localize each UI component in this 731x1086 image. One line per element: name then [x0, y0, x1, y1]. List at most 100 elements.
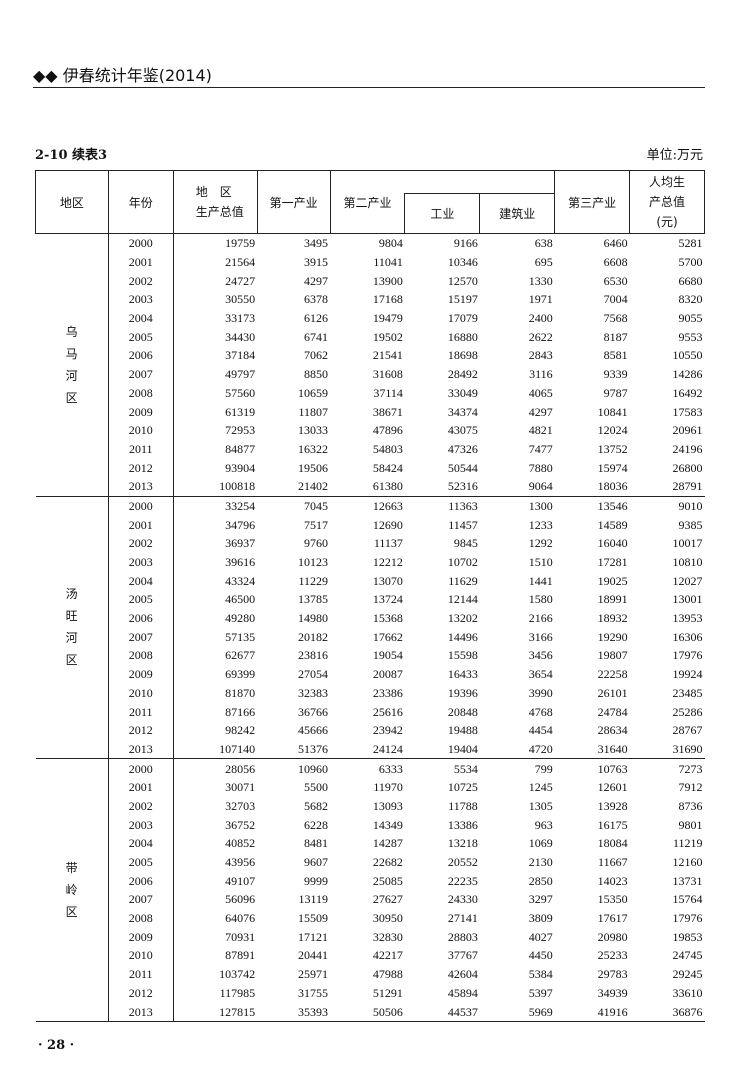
cell-industry: 14496 [447, 629, 478, 644]
cell-year: 2011 [107, 439, 174, 459]
table-row: 2006 49280 14980 15368 13202 2166 18932 13953 [36, 608, 705, 628]
col-header-secondary-span [404, 169, 556, 194]
cell-industry: 28492 [447, 367, 478, 382]
cell-year: 2008 [107, 383, 174, 403]
cell-primary: 10960 [298, 761, 329, 776]
cell-construction: 5384 [528, 967, 553, 982]
table-row: 2004 43324 11229 13070 11629 1441 19025 12027 [36, 571, 705, 591]
cell-tertiary: 28634 [597, 723, 628, 738]
cell-tertiary: 19807 [597, 648, 628, 663]
cell-gdp: 36752 [225, 817, 256, 832]
cell-secondary: 47988 [372, 967, 403, 982]
cell-secondary: 38671 [372, 404, 403, 419]
cell-industry: 9166 [453, 236, 478, 251]
cell-tertiary: 17617 [597, 911, 628, 926]
table-row: 2011 84877 16322 54803 47326 7477 13752 24196 [36, 439, 705, 459]
cell-per-capita: 29245 [672, 967, 703, 982]
cell-tertiary: 26101 [597, 685, 628, 700]
table-row: 乌马河区 2000 19759 3495 9804 9166 638 6460 5281 [36, 233, 705, 405]
cell-year: 2012 [107, 458, 174, 477]
cell-primary: 4297 [304, 273, 329, 288]
table-row: 2002 24727 4297 13900 12570 1330 6530 6680 [36, 271, 705, 291]
cell-secondary: 13900 [372, 273, 403, 288]
cell-construction: 3116 [529, 367, 553, 382]
table-row: 2007 56096 13119 27627 24330 3297 15350 15764 [36, 890, 705, 909]
cell-industry: 11788 [448, 798, 478, 813]
cell-per-capita: 5281 [678, 236, 703, 251]
cell-tertiary: 8187 [603, 329, 628, 344]
cell-tertiary: 18084 [597, 836, 628, 851]
cell-industry: 13386 [447, 817, 478, 832]
cell-per-capita: 13731 [672, 873, 703, 888]
cell-construction: 4720 [528, 741, 553, 756]
cell-primary: 9607 [304, 855, 329, 870]
cell-primary: 15509 [298, 911, 329, 926]
col-header-construction: 建筑业 [479, 193, 556, 234]
cell-gdp: 43324 [225, 573, 256, 588]
cell-industry: 28803 [447, 929, 478, 944]
cell-tertiary: 41916 [597, 1004, 628, 1019]
cell-construction: 4768 [528, 704, 553, 719]
cell-per-capita: 10017 [672, 536, 703, 551]
cell-construction: 638 [534, 236, 553, 251]
cell-year: 2002 [107, 271, 174, 291]
cell-tertiary: 22258 [597, 667, 628, 682]
table-row: 2002 36937 9760 11137 9845 1292 16040 10017 [36, 534, 705, 553]
region-label: 乌马河区 [65, 324, 78, 405]
cell-gdp: 30071 [225, 780, 256, 795]
cell-per-capita: 13001 [672, 592, 703, 607]
cell-construction: 7477 [528, 441, 553, 456]
cell-tertiary: 13928 [597, 798, 628, 813]
cell-secondary: 19054 [372, 648, 403, 663]
cell-primary: 10659 [298, 385, 329, 400]
cell-year: 2009 [107, 664, 174, 684]
cell-per-capita: 6680 [678, 273, 703, 288]
cell-secondary: 19479 [372, 311, 403, 326]
cell-primary: 3915 [304, 255, 329, 270]
cell-gdp: 33254 [225, 498, 256, 513]
cell-construction: 7880 [528, 460, 553, 475]
cell-per-capita: 17583 [672, 404, 703, 419]
cell-tertiary: 10841 [597, 404, 628, 419]
cell-secondary: 54803 [372, 441, 403, 456]
cell-per-capita: 8736 [678, 798, 703, 813]
cell-primary: 25971 [298, 967, 329, 982]
cell-tertiary: 16040 [597, 536, 628, 551]
cell-secondary: 13070 [372, 573, 403, 588]
cell-per-capita: 7912 [678, 780, 703, 795]
cell-gdp: 81870 [225, 685, 256, 700]
cell-secondary: 9804 [378, 236, 403, 251]
table-row: 2005 34430 6741 19502 16880 2622 8187 9553 [36, 327, 705, 347]
cell-tertiary: 12024 [597, 423, 628, 438]
cell-secondary: 20087 [372, 667, 403, 682]
header-rule [33, 87, 705, 88]
cell-tertiary: 8581 [603, 348, 628, 363]
unit-label: 单位:万元 [646, 148, 703, 163]
cell-gdp: 127815 [219, 1004, 256, 1019]
cell-primary: 31755 [298, 985, 329, 1000]
cell-industry: 17079 [447, 311, 478, 326]
cell-per-capita: 31690 [672, 741, 703, 756]
cell-secondary: 15368 [372, 611, 403, 626]
cell-year: 2001 [107, 252, 174, 272]
cell-gdp: 46500 [225, 592, 256, 607]
cell-tertiary: 9787 [603, 385, 628, 400]
cell-secondary: 24124 [372, 741, 403, 756]
region-label: 带岭区 [65, 861, 78, 920]
cell-secondary: 17168 [372, 292, 403, 307]
cell-construction: 1233 [528, 517, 553, 532]
cell-tertiary: 9339 [603, 367, 628, 382]
cell-tertiary: 25233 [597, 948, 628, 963]
cell-per-capita: 14286 [672, 367, 703, 382]
cell-secondary: 11970 [373, 780, 403, 795]
cell-per-capita: 9801 [678, 817, 703, 832]
cell-per-capita: 9385 [678, 517, 703, 532]
cell-secondary: 11137 [373, 536, 403, 551]
cell-construction: 1510 [528, 555, 553, 570]
table-row: 2001 21564 3915 11041 10346 695 6608 5700 [36, 252, 705, 272]
cell-industry: 34374 [447, 404, 478, 419]
cell-construction: 963 [534, 817, 553, 832]
cell-tertiary: 29783 [597, 967, 628, 982]
cell-industry: 19396 [447, 685, 478, 700]
table-row: 2001 30071 5500 11970 10725 1245 12601 7912 [36, 777, 705, 797]
